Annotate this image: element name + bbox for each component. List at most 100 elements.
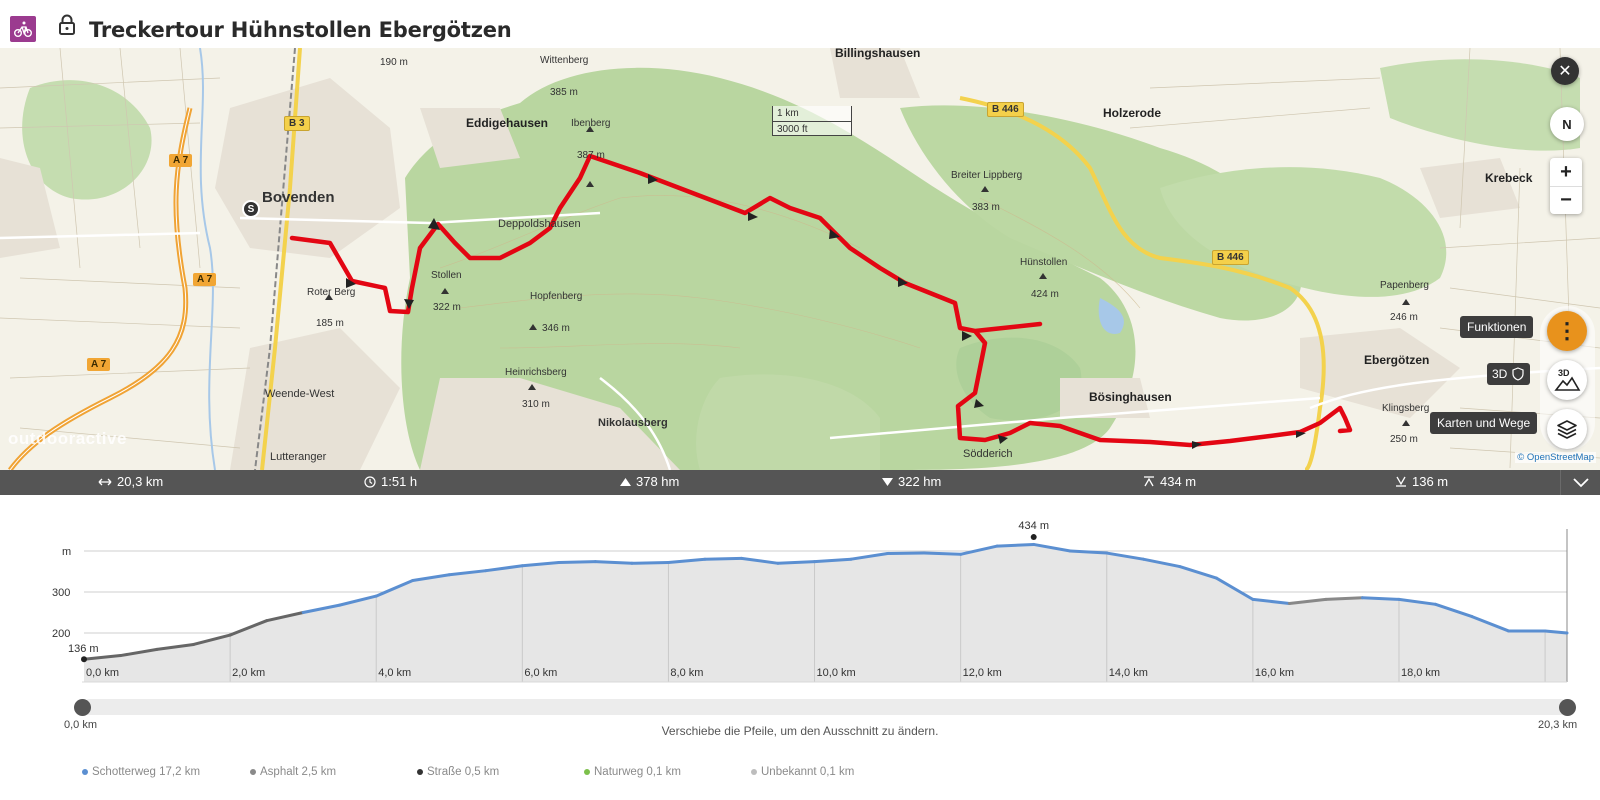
- layers-tooltip: Karten und Wege: [1430, 412, 1538, 434]
- y-tick-label: 200: [52, 628, 70, 640]
- close-map-button[interactable]: ✕: [1551, 57, 1579, 85]
- map-label-boesinghausen: Bösinghausen: [1089, 390, 1172, 404]
- profile-segment: [447, 569, 488, 577]
- scale-metric: 1 km: [777, 108, 799, 119]
- elevation-profile[interactable]: m 300 200 0,0 km 2,0 km 4,0 km 6,0 km 8,0 km 10,…: [0, 495, 1600, 695]
- profile-start-point: [81, 656, 87, 663]
- road-shield-a7: A 7: [87, 358, 111, 371]
- map-attribution[interactable]: © OpenStreetMap: [1515, 452, 1596, 463]
- 3d-view-button[interactable]: 3D: [1547, 360, 1587, 400]
- profile-segment: [1470, 615, 1511, 633]
- profile-segment: [630, 560, 670, 565]
- range-end-handle[interactable]: [1559, 699, 1576, 716]
- stat-duration: 1:51 h: [364, 474, 417, 489]
- x-tick-label: 6,0 km: [524, 667, 557, 679]
- road-shield-a7: A 7: [193, 273, 217, 286]
- profile-segment: [1324, 596, 1364, 601]
- elevation-profile-chart: m 300 200 0,0 km 2,0 km 4,0 km 6,0 km 8,0 km 10,…: [52, 520, 1569, 683]
- legend-label: Unbekannt 0,1 km: [761, 766, 855, 778]
- profile-segment: [1032, 542, 1072, 553]
- profile-peak-label: 434 m: [1018, 520, 1049, 532]
- road-shield-b446: B 446: [1212, 250, 1249, 265]
- stat-min-elevation-value: 136 m: [1412, 474, 1449, 489]
- profile-segment: [1397, 597, 1438, 606]
- profile-segment: [813, 557, 853, 564]
- stat-ascent-value: 378 hm: [636, 474, 680, 489]
- road-shield-a7: A 7: [169, 154, 193, 167]
- x-tick-label: 0,0 km: [86, 667, 119, 679]
- road-shield-b446: B 446: [987, 102, 1024, 117]
- stat-min-elevation: 136 m: [1395, 474, 1448, 489]
- collapse-map-button[interactable]: [1560, 470, 1600, 495]
- x-tick-label: 16,0 km: [1255, 667, 1294, 679]
- profile-segment: [374, 579, 415, 598]
- profile-segment: [995, 542, 1036, 548]
- profile-range-track[interactable]: [82, 699, 1568, 715]
- map-label-ebergoetzen: Ebergötzen: [1364, 353, 1430, 367]
- map-label-klingsberg-elev: 250 m: [1390, 434, 1418, 445]
- range-hint: Verschiebe die Pfeile, um den Ausschnitt…: [661, 724, 939, 738]
- profile-segment: [593, 560, 634, 565]
- profile-segment: [1287, 597, 1328, 605]
- zoom-out-button[interactable]: −: [1550, 186, 1582, 214]
- x-tick-label: 10,0 km: [817, 667, 856, 679]
- profile-segment: [1141, 557, 1182, 569]
- profile-segment: [265, 611, 305, 623]
- profile-segment: [411, 573, 451, 583]
- stat-max-elevation-value: 434 m: [1160, 474, 1197, 489]
- profile-segment: [1105, 551, 1145, 561]
- profile-segment: [1360, 596, 1401, 601]
- stat-distance-value: 20,3 km: [117, 474, 164, 489]
- map-label-bovenden: Bovenden: [262, 189, 335, 206]
- profile-segment: [703, 556, 743, 561]
- range-start-handle[interactable]: [74, 699, 91, 716]
- compass-button[interactable]: N: [1550, 107, 1584, 141]
- legend-dot: [584, 769, 590, 775]
- descent-icon: [882, 477, 893, 486]
- profile-segment: [776, 560, 817, 565]
- profile-segment: [1214, 576, 1255, 601]
- stat-duration-value: 1:51 h: [381, 474, 418, 489]
- map-label-papenberg: Papenberg: [1380, 280, 1429, 291]
- map-label-heinrichsberg: Heinrichsberg: [505, 367, 567, 378]
- profile-segment: [301, 603, 342, 614]
- lock-icon[interactable]: [58, 14, 76, 36]
- road-shield-b3: B 3: [284, 116, 310, 131]
- map-label-krebeck: Krebeck: [1485, 171, 1533, 185]
- map-label-holzerode: Holzerode: [1103, 106, 1162, 120]
- tour-stats-bar: 20,3 km 1:51 h 378 hm 322 hm 434 m 136 m: [0, 470, 1600, 495]
- map-label-ibenberg: Ibenberg: [571, 118, 611, 129]
- map-label-huenstollen-elev: 424 m: [1031, 289, 1059, 300]
- functions-button[interactable]: ⋮: [1547, 311, 1587, 351]
- profile-segment: [520, 560, 561, 568]
- legend-label: Schotterweg 17,2 km: [92, 766, 201, 778]
- profile-segment: [1434, 602, 1474, 619]
- functions-tooltip: Funktionen: [1460, 316, 1534, 338]
- map-label-breiter-lippberg: Breiter Lippberg: [951, 170, 1023, 181]
- map-label-huenstollen: Hünstollen: [1020, 257, 1068, 268]
- map-label-heinrichsberg-elev: 310 m: [522, 399, 550, 410]
- start-marker-icon[interactable]: S: [242, 200, 260, 218]
- profile-segment: [1251, 597, 1291, 605]
- profile-segment: [959, 544, 999, 556]
- zoom-in-button[interactable]: +: [1560, 160, 1572, 183]
- map-label-roter-berg-elev: 185 m: [316, 318, 344, 329]
- map-label-breiter-lippberg-elev: 383 m: [972, 202, 1000, 213]
- x-tick-label: 4,0 km: [378, 667, 411, 679]
- map-label-wittenberg: Wittenberg: [540, 55, 589, 66]
- profile-start-label: 136 m: [68, 643, 99, 655]
- highest-point-icon: [1144, 476, 1154, 487]
- map-label-wittenberg-elev: 385 m: [550, 87, 578, 98]
- profile-segment: [739, 556, 780, 565]
- outdooractive-watermark: outdooractive: [8, 429, 127, 448]
- map-layers-button[interactable]: [1547, 409, 1587, 449]
- legend-dot: [417, 769, 423, 775]
- legend-item-naturweg: Naturweg 0,1 km: [584, 766, 681, 778]
- legend-label: Straße 0,5 km: [427, 766, 500, 778]
- profile-segment: [155, 642, 196, 651]
- profile-area: [84, 544, 1567, 682]
- layers-icon: [1557, 420, 1577, 439]
- route-map[interactable]: S Billingshausen Wittenberg 385 m Eddige…: [0, 48, 1600, 470]
- clock-icon: [364, 475, 376, 488]
- legend-dot: [751, 769, 757, 775]
